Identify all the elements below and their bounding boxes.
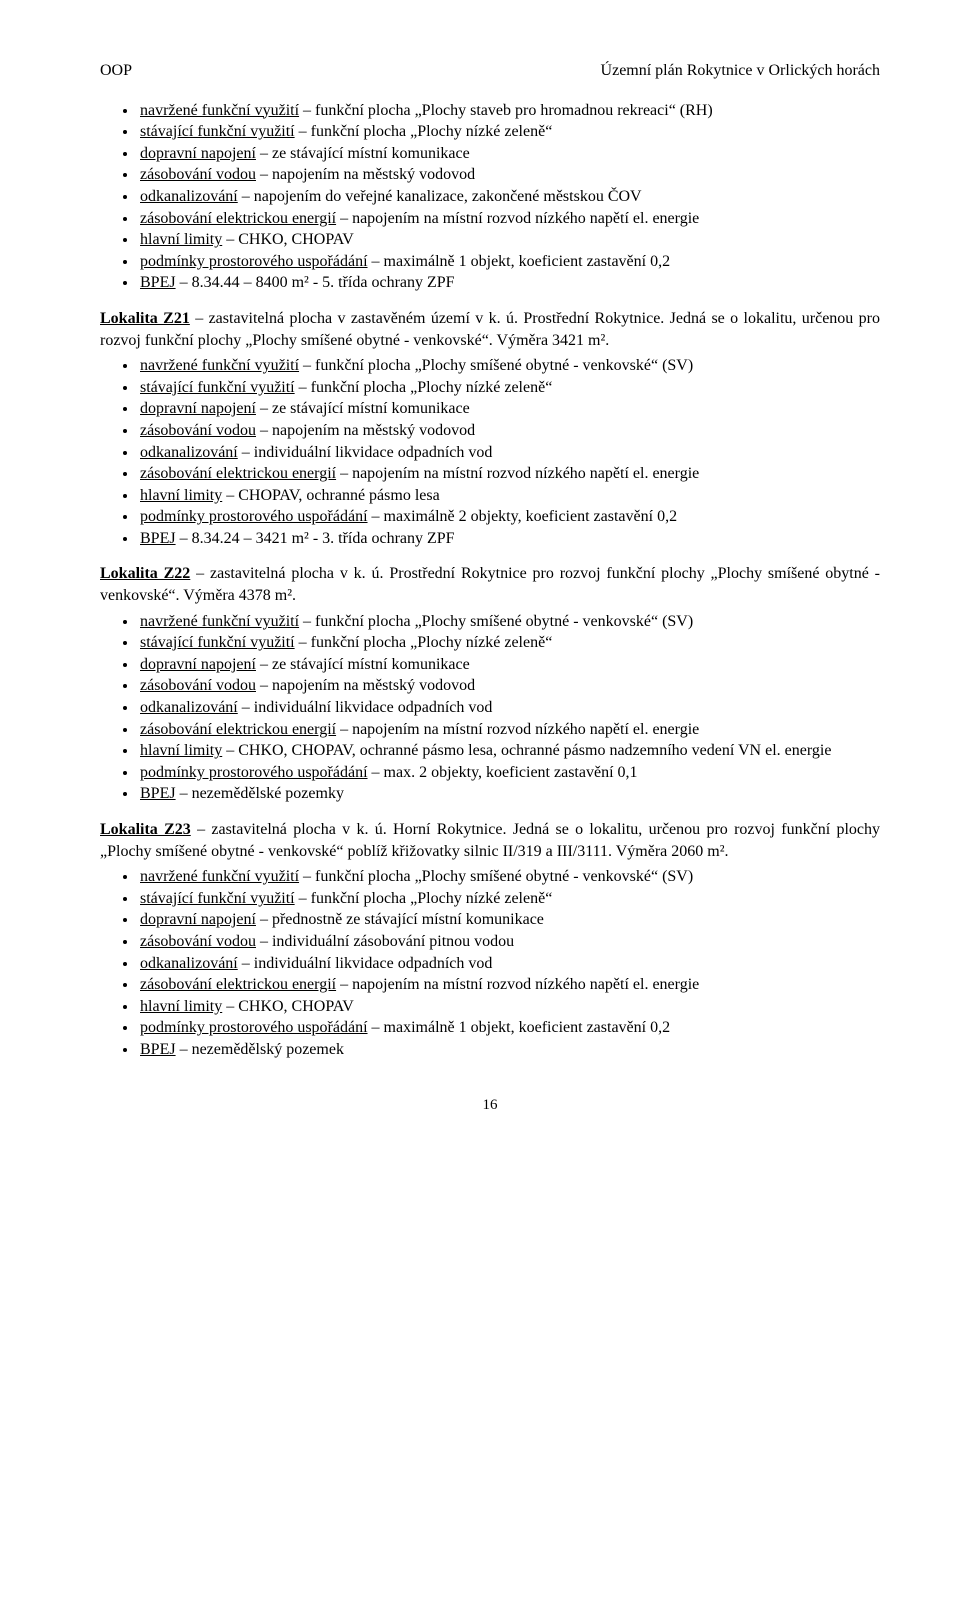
list-item: podmínky prostorového uspořádání – maxim…: [138, 1017, 880, 1039]
list-item: zásobování elektrickou energií – napojen…: [138, 974, 880, 996]
page-header: OOP Územní plán Rokytnice v Orlických ho…: [100, 60, 880, 82]
list-item: zásobování vodou – napojením na městský …: [138, 420, 880, 442]
paragraph-z23: Lokalita Z23 – zastavitelná plocha v k. …: [100, 819, 880, 862]
list-item: zásobování vodou – napojením na městský …: [138, 164, 880, 186]
list-item: BPEJ – 8.34.24 – 3421 m² - 3. třída ochr…: [138, 528, 880, 550]
list-item: podmínky prostorového uspořádání – maxim…: [138, 506, 880, 528]
list-item: navržené funkční využití – funkční ploch…: [138, 611, 880, 633]
list-item: stávající funkční využití – funkční ploc…: [138, 632, 880, 654]
list-item: dopravní napojení – přednostně ze stávaj…: [138, 909, 880, 931]
list-item: zásobování elektrickou energií – napojen…: [138, 719, 880, 741]
bullet-list-block21: navržené funkční využití – funkční ploch…: [100, 355, 880, 549]
list-item: zásobování elektrickou energií – napojen…: [138, 208, 880, 230]
list-item: dopravní napojení – ze stávající místní …: [138, 654, 880, 676]
list-item: odkanalizování – napojením do veřejné ka…: [138, 186, 880, 208]
list-item: odkanalizování – individuální likvidace …: [138, 953, 880, 975]
list-item: hlavní limity – CHKO, CHOPAV, ochranné p…: [138, 740, 880, 762]
list-item: stávající funkční využití – funkční ploc…: [138, 377, 880, 399]
paragraph-z22: Lokalita Z22 – zastavitelná plocha v k. …: [100, 563, 880, 606]
list-item: navržené funkční využití – funkční ploch…: [138, 100, 880, 122]
list-item: zásobování elektrickou energií – napojen…: [138, 463, 880, 485]
list-item: dopravní napojení – ze stávající místní …: [138, 398, 880, 420]
list-item: podmínky prostorového uspořádání – maxim…: [138, 251, 880, 273]
list-item: BPEJ – nezemědělský pozemek: [138, 1039, 880, 1061]
list-item: hlavní limity – CHKO, CHOPAV: [138, 229, 880, 251]
list-item: navržené funkční využití – funkční ploch…: [138, 355, 880, 377]
list-item: BPEJ – 8.34.44 – 8400 m² - 5. třída ochr…: [138, 272, 880, 294]
list-item: odkanalizování – individuální likvidace …: [138, 442, 880, 464]
list-item: navržené funkční využití – funkční ploch…: [138, 866, 880, 888]
header-left: OOP: [100, 60, 132, 82]
bullet-list-block1: navržené funkční využití – funkční ploch…: [100, 100, 880, 294]
page-number: 16: [100, 1095, 880, 1115]
list-item: podmínky prostorového uspořádání – max. …: [138, 762, 880, 784]
list-item: BPEJ – nezemědělské pozemky: [138, 783, 880, 805]
list-item: hlavní limity – CHKO, CHOPAV: [138, 996, 880, 1018]
list-item: stávající funkční využití – funkční ploc…: [138, 121, 880, 143]
header-right: Územní plán Rokytnice v Orlických horách: [601, 60, 880, 82]
list-item: zásobování vodou – napojením na městský …: [138, 675, 880, 697]
list-item: odkanalizování – individuální likvidace …: [138, 697, 880, 719]
bullet-list-block22: navržené funkční využití – funkční ploch…: [100, 611, 880, 805]
paragraph-z21: Lokalita Z21 – zastavitelná plocha v zas…: [100, 308, 880, 351]
bullet-list-block23: navržené funkční využití – funkční ploch…: [100, 866, 880, 1060]
list-item: dopravní napojení – ze stávající místní …: [138, 143, 880, 165]
list-item: zásobování vodou – individuální zásobová…: [138, 931, 880, 953]
list-item: stávající funkční využití – funkční ploc…: [138, 888, 880, 910]
list-item: hlavní limity – CHOPAV, ochranné pásmo l…: [138, 485, 880, 507]
